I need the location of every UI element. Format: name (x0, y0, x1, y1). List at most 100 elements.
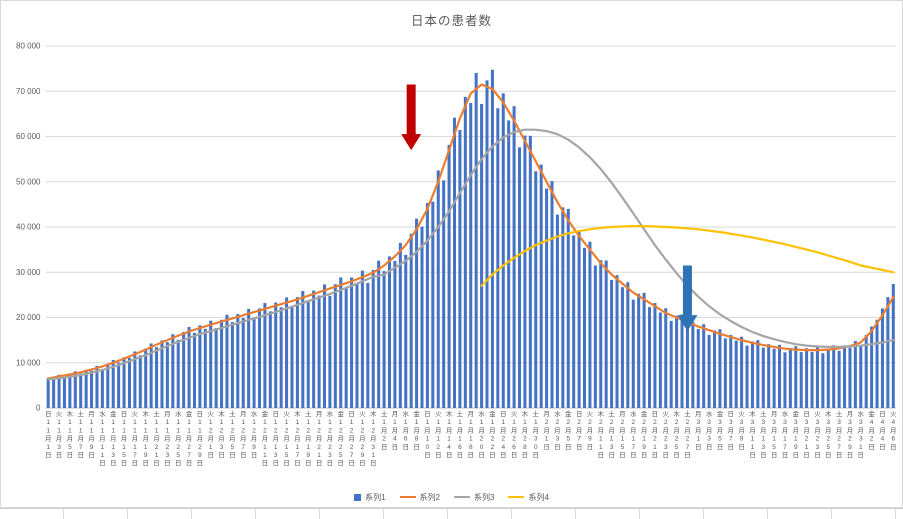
bar[interactable] (517, 147, 522, 409)
bar[interactable] (144, 348, 148, 409)
bar[interactable] (843, 345, 847, 408)
bar[interactable] (192, 332, 196, 408)
bar[interactable] (301, 291, 305, 408)
bar[interactable] (393, 260, 397, 408)
bar[interactable] (886, 297, 890, 408)
bar[interactable] (285, 297, 289, 408)
bar[interactable] (176, 339, 180, 408)
bar[interactable] (675, 315, 679, 408)
bar[interactable] (837, 350, 841, 408)
bar[interactable] (740, 336, 744, 408)
bar[interactable] (182, 331, 186, 408)
bar[interactable] (100, 368, 104, 408)
bar[interactable] (685, 325, 689, 408)
bar[interactable] (149, 343, 153, 408)
bar[interactable] (203, 328, 207, 408)
bar[interactable] (620, 287, 624, 408)
bar[interactable] (333, 284, 337, 408)
bar[interactable] (339, 277, 343, 408)
bar[interactable] (734, 340, 738, 408)
bar[interactable] (279, 307, 283, 408)
bar[interactable] (46, 377, 50, 408)
bar[interactable] (707, 334, 711, 408)
bar[interactable] (718, 329, 722, 408)
bar[interactable] (637, 293, 641, 408)
legend-item-series3[interactable]: 系列3 (454, 492, 494, 503)
bar[interactable] (52, 378, 56, 408)
series-1-bars[interactable] (46, 69, 895, 409)
bar[interactable] (68, 373, 72, 408)
bar[interactable] (344, 288, 348, 408)
bar[interactable] (848, 347, 852, 408)
bar[interactable] (230, 322, 234, 408)
bar[interactable] (880, 308, 884, 408)
bar[interactable] (523, 135, 527, 408)
bar[interactable] (805, 348, 809, 408)
bar[interactable] (458, 129, 462, 408)
bar[interactable] (810, 351, 814, 408)
bar[interactable] (815, 347, 819, 408)
bar[interactable] (155, 347, 159, 408)
bar[interactable] (501, 93, 505, 408)
bar[interactable] (442, 180, 446, 408)
bar[interactable] (864, 335, 868, 408)
bar[interactable] (90, 370, 94, 408)
bar[interactable] (691, 321, 695, 408)
bar[interactable] (409, 233, 413, 408)
bar[interactable] (642, 292, 646, 408)
bar[interactable] (209, 320, 213, 408)
bar[interactable] (534, 171, 538, 408)
bar[interactable] (550, 181, 554, 408)
bar[interactable] (875, 319, 879, 408)
bar[interactable] (366, 282, 370, 408)
bar[interactable] (73, 371, 77, 408)
bar[interactable] (187, 327, 191, 408)
bar[interactable] (127, 358, 131, 408)
legend-item-series4[interactable]: 系列4 (508, 492, 549, 503)
bar[interactable] (274, 302, 278, 408)
bar[interactable] (604, 260, 608, 408)
bar[interactable] (794, 346, 798, 408)
bar[interactable] (664, 308, 668, 408)
bar[interactable] (870, 326, 874, 408)
bar[interactable] (225, 314, 229, 408)
bar[interactable] (577, 230, 581, 408)
bar[interactable] (826, 348, 830, 409)
bar[interactable] (485, 80, 489, 408)
bar[interactable] (447, 144, 451, 408)
bar[interactable] (545, 188, 549, 408)
bar[interactable] (452, 117, 457, 408)
bar[interactable] (247, 308, 251, 408)
bar[interactable] (539, 164, 543, 408)
legend[interactable]: 系列1 系列2 系列3 系列4 (0, 490, 903, 504)
bar[interactable] (480, 103, 484, 409)
bar[interactable] (355, 283, 359, 408)
bar[interactable] (57, 374, 61, 408)
bar[interactable] (859, 346, 863, 408)
bar[interactable] (214, 328, 218, 408)
series-2-line[interactable] (47, 83, 895, 380)
bar[interactable] (658, 312, 662, 408)
bar[interactable] (761, 347, 765, 408)
bar[interactable] (572, 235, 576, 408)
series-3-line[interactable] (47, 128, 895, 381)
bar[interactable] (241, 317, 245, 408)
bar[interactable] (236, 314, 240, 408)
bar[interactable] (788, 348, 792, 408)
bar[interactable] (507, 120, 511, 408)
bar[interactable] (555, 214, 559, 408)
bar[interactable] (561, 207, 565, 408)
bar[interactable] (745, 345, 749, 408)
bar[interactable] (106, 363, 110, 408)
bar[interactable] (566, 208, 570, 408)
bar[interactable] (528, 135, 532, 408)
bar[interactable] (696, 329, 700, 408)
bar[interactable] (111, 360, 115, 408)
bar[interactable] (891, 284, 895, 408)
bar[interactable] (680, 314, 684, 408)
bar[interactable] (295, 297, 299, 408)
bar[interactable] (387, 256, 392, 408)
bar[interactable] (360, 270, 364, 408)
bar[interactable] (631, 299, 635, 408)
bar[interactable] (160, 340, 164, 408)
